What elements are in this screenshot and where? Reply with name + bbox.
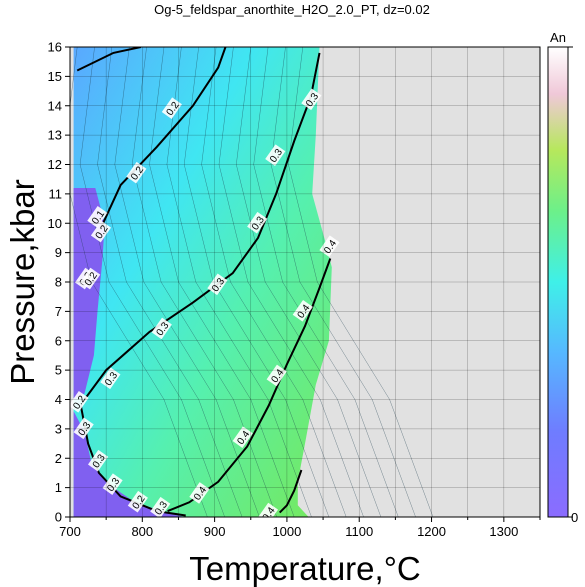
x-tick-label: 1200 [417, 524, 446, 539]
fine-contour-line [201, 47, 347, 517]
contour-line [99, 47, 227, 230]
contour-line [83, 52, 321, 401]
y-tick-label: 3 [55, 421, 62, 436]
x-tick-label: 900 [204, 524, 226, 539]
svg-text:0.4: 0.4 [261, 505, 278, 523]
fine-contour-line [236, 47, 382, 517]
y-tick-label: 14 [48, 98, 62, 113]
contour-line [76, 47, 142, 72]
x-tick-label: 700 [59, 524, 81, 539]
y-tick-label: 13 [48, 128, 62, 143]
y-tick-label: 8 [55, 275, 62, 290]
fine-contour-line [218, 47, 364, 517]
y-tick-label: 6 [55, 333, 62, 348]
fine-contour-line [253, 47, 399, 517]
y-tick-label: 4 [55, 392, 62, 407]
x-axis-ticks: 700 800 900 1000 1100 1200 1300 [59, 517, 541, 539]
y-tick-label: 10 [48, 216, 62, 231]
y-tick-label: 7 [55, 304, 62, 319]
x-tick-label: 800 [131, 524, 153, 539]
x-axis-label: Temperature,°C [189, 550, 420, 587]
y-tick-label: 12 [48, 157, 62, 172]
colorbar-label: An [550, 30, 566, 45]
contour-labels: 0.20.20.10.20.20.20.20.30.30.30.30.30.30… [70, 88, 340, 523]
x-tick-label: 1300 [489, 524, 518, 539]
fine-contour-line [97, 47, 243, 517]
y-tick-label: 16 [48, 40, 62, 55]
phase-field: 0.20.20.10.20.20.20.20.30.30.30.30.30.30… [70, 47, 434, 523]
colorbar-min-label: 0 [571, 510, 578, 525]
low-an-zone-bottom [73, 411, 186, 517]
fine-contour-line [149, 47, 295, 517]
contour-label: 0.4 [257, 502, 279, 523]
y-tick-label: 1 [55, 480, 62, 495]
fine-contour-line [270, 47, 416, 517]
fine-contour-line [79, 47, 225, 517]
chart-title: Og-5_feldspar_anorthite_H2O_2.0_PT, dz=0… [154, 2, 430, 17]
y-tick-label: 15 [48, 69, 62, 84]
y-axis-label: Pressure,kbar [4, 179, 41, 384]
colorbar [547, 46, 569, 518]
contour-line [278, 469, 303, 514]
y-tick-label: 11 [49, 186, 63, 201]
fine-contour-line [114, 47, 260, 517]
y-tick-label: 5 [55, 363, 62, 378]
x-tick-label: 1100 [345, 524, 373, 539]
y-tick-label: 9 [55, 245, 62, 260]
y-tick-label: 0 [55, 510, 62, 525]
fine-contour-line [288, 47, 434, 517]
x-tick-label: 1000 [272, 524, 301, 539]
fine-contour-line [166, 47, 312, 517]
y-tick-label: 2 [55, 451, 62, 466]
